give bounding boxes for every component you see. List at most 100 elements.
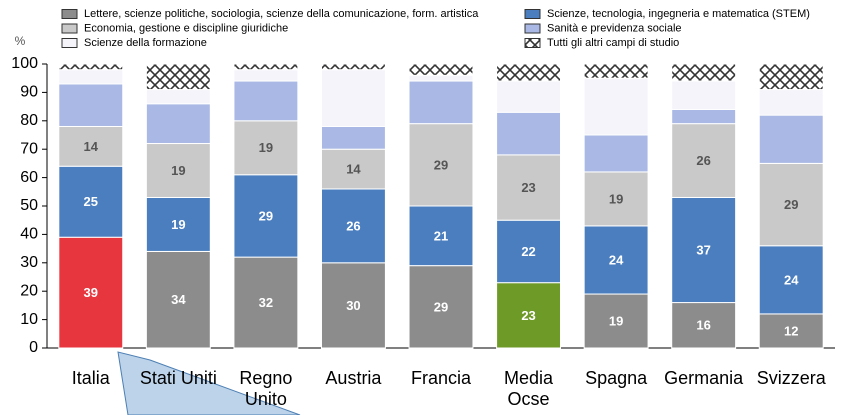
bar-segment bbox=[320, 148, 386, 190]
legend-swatch bbox=[524, 23, 541, 34]
bar-segment bbox=[58, 69, 124, 85]
bar-segment bbox=[583, 293, 649, 349]
bar-segment bbox=[58, 236, 124, 349]
bar-segment bbox=[320, 262, 386, 349]
data-label: 32 bbox=[259, 295, 273, 310]
bar-segment bbox=[408, 80, 474, 125]
bar-segment bbox=[496, 80, 562, 113]
y-axis-label: % bbox=[15, 34, 26, 48]
legend-swatch bbox=[61, 38, 78, 48]
y-tick-label: 10 bbox=[20, 311, 38, 328]
data-label: 16 bbox=[696, 318, 710, 333]
legend-swatch bbox=[524, 9, 541, 19]
bar-segment bbox=[408, 123, 474, 207]
data-label: 34 bbox=[171, 292, 186, 307]
bar-segment bbox=[145, 103, 211, 145]
bar-segment bbox=[320, 63, 386, 71]
data-label: 29 bbox=[434, 157, 448, 172]
bar-segment bbox=[671, 80, 737, 110]
data-label: 21 bbox=[434, 228, 448, 243]
bar-segment bbox=[233, 69, 299, 82]
y-tick-label: 0 bbox=[29, 339, 38, 356]
bar-segment bbox=[233, 63, 299, 71]
legend-label: Lettere, scienze politiche, sociologia, … bbox=[84, 8, 479, 20]
x-tick-label: Francia bbox=[410, 368, 472, 388]
bar-segment bbox=[320, 125, 386, 150]
data-label: 24 bbox=[609, 252, 624, 267]
bar-segment bbox=[145, 63, 211, 91]
bar-segment bbox=[58, 125, 124, 167]
bar-segment bbox=[145, 89, 211, 105]
data-label: 29 bbox=[259, 208, 273, 223]
x-tick-label: Italia bbox=[71, 368, 110, 388]
y-tick-label: 100 bbox=[11, 55, 38, 72]
bar-segment bbox=[408, 63, 474, 76]
bar-segment bbox=[496, 154, 562, 221]
legend-label: Sanità e previdenza sociale bbox=[547, 22, 682, 34]
bar-segment bbox=[496, 219, 562, 284]
data-label: 19 bbox=[609, 191, 623, 206]
data-label: 26 bbox=[696, 153, 710, 168]
bar-segment bbox=[233, 80, 299, 122]
data-label: 19 bbox=[171, 163, 185, 178]
data-label: 12 bbox=[784, 323, 798, 338]
bar-segment bbox=[758, 63, 824, 91]
y-tick-label: 40 bbox=[20, 226, 38, 243]
data-label: 29 bbox=[434, 299, 448, 314]
y-tick-label: 60 bbox=[20, 169, 38, 186]
bar-segment bbox=[233, 120, 299, 176]
data-label: 24 bbox=[784, 272, 799, 287]
x-tick-label: Stati Uniti bbox=[139, 368, 217, 388]
data-label: 23 bbox=[521, 308, 535, 323]
legend-swatch bbox=[524, 38, 541, 48]
y-tick-label: 20 bbox=[20, 282, 38, 299]
bar-segment bbox=[671, 108, 737, 125]
x-tick-label: Svizzera bbox=[756, 368, 826, 388]
bar-segment bbox=[583, 171, 649, 227]
bar-segment bbox=[408, 265, 474, 349]
data-label: 19 bbox=[171, 217, 185, 232]
y-tick-label: 90 bbox=[20, 84, 38, 101]
bar-segment bbox=[671, 196, 737, 304]
y-tick-label: 50 bbox=[20, 197, 38, 214]
data-label: 25 bbox=[84, 194, 98, 209]
x-tick-label: Germania bbox=[664, 368, 744, 388]
callout bbox=[117, 351, 301, 415]
y-tick-label: 80 bbox=[20, 112, 38, 129]
bar-segment bbox=[496, 282, 562, 349]
bar-segment bbox=[145, 196, 211, 252]
bar-segment bbox=[583, 77, 649, 136]
legend-label: Tutti gli altri campi di studio bbox=[547, 37, 679, 49]
bar-segment bbox=[496, 111, 562, 156]
y-tick-label: 70 bbox=[20, 140, 38, 157]
x-tick-label: Regno Unito bbox=[239, 368, 293, 409]
bar-segment bbox=[671, 123, 737, 198]
bar-segment bbox=[671, 63, 737, 82]
y-tick-label: 30 bbox=[20, 254, 38, 271]
legend-swatch bbox=[61, 9, 78, 19]
bar-segment bbox=[320, 69, 386, 127]
x-tick-label: Austria bbox=[325, 368, 382, 388]
data-label: 37 bbox=[696, 242, 710, 257]
bar-segment bbox=[408, 74, 474, 82]
bar-segment bbox=[583, 63, 649, 79]
bar-segment bbox=[758, 245, 824, 315]
bar-segment bbox=[145, 143, 211, 198]
bar-segment bbox=[233, 174, 299, 258]
bar-segment bbox=[496, 63, 562, 82]
data-label: 23 bbox=[521, 180, 535, 195]
bar-segment bbox=[58, 83, 124, 127]
bar-segment bbox=[671, 302, 737, 349]
bar-segment bbox=[58, 165, 124, 238]
data-label: 26 bbox=[346, 218, 360, 233]
legend-swatch bbox=[61, 23, 78, 34]
legend-label: Economia, gestione e discipline giuridic… bbox=[84, 22, 288, 34]
data-label: 14 bbox=[84, 139, 99, 154]
data-label: 14 bbox=[346, 162, 361, 177]
bar-segment bbox=[758, 89, 824, 116]
data-label: 22 bbox=[521, 244, 535, 259]
bar-segment bbox=[758, 114, 824, 164]
bar-segment bbox=[58, 63, 124, 71]
